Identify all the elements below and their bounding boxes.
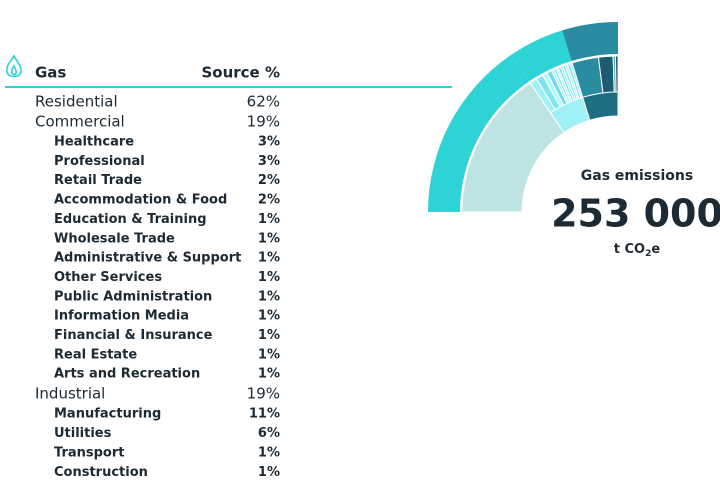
flame-icon	[6, 54, 22, 78]
subsector-value: 2%	[258, 193, 280, 208]
subsector-name: Wholesale Trade	[54, 231, 175, 246]
subsector-value: 1%	[258, 251, 280, 266]
summary-title: Gas emissions	[581, 168, 693, 184]
subsector-name: Financial & Insurance	[54, 328, 213, 343]
sector-name: Residential	[35, 93, 118, 111]
subsector-name: Real Estate	[54, 347, 137, 362]
subsector-value: 1%	[258, 270, 280, 285]
unit-tail: e	[651, 242, 660, 257]
subsector-value: 1%	[258, 465, 280, 480]
subsector-name: Other Services	[54, 270, 162, 285]
header-title: Gas	[35, 64, 66, 82]
summary-unit: t CO2e	[614, 242, 661, 259]
subsector-name: Utilities	[54, 426, 112, 441]
sector-value: 19%	[247, 385, 280, 403]
subsector-value: 1%	[258, 289, 280, 304]
sector-value: 19%	[247, 113, 280, 131]
subsector-value: 3%	[258, 154, 280, 169]
subsector-value: 11%	[249, 407, 280, 422]
subsector-name: Professional	[54, 154, 145, 169]
subsector-value: 1%	[258, 445, 280, 460]
subsector-value: 1%	[258, 212, 280, 227]
subsector-name: Administrative & Support	[54, 251, 241, 266]
subsector-value: 1%	[258, 347, 280, 362]
subsector-value: 1%	[258, 309, 280, 324]
subsector-name: Information Media	[54, 309, 189, 324]
sector-name: Industrial	[35, 385, 105, 403]
subsector-name: Accommodation & Food	[54, 193, 227, 208]
unit-sub: 2	[645, 249, 651, 259]
summary-value: 253 000	[551, 192, 720, 236]
unit: t CO	[614, 242, 645, 257]
subsector-value: 6%	[258, 426, 280, 441]
subsector-value: 1%	[258, 367, 280, 382]
subsector-name: Education & Training	[54, 212, 207, 227]
sector-outer-arc	[428, 54, 530, 212]
subsector-name: Transport	[54, 445, 124, 460]
sector-outer-arc	[562, 22, 618, 61]
subsector-value: 1%	[258, 231, 280, 246]
subsector-value: 1%	[258, 328, 280, 343]
subsector-name: Manufacturing	[54, 407, 161, 422]
subsector-value: 2%	[258, 173, 280, 188]
sector-name: Commercial	[35, 113, 125, 131]
subsector-name: Public Administration	[54, 289, 212, 304]
sector-value: 62%	[247, 93, 280, 111]
subsector-name: Retail Trade	[54, 173, 142, 188]
subsector-name: Arts and Recreation	[54, 367, 200, 382]
sector-outer-arc	[511, 30, 572, 82]
subsector-name: Construction	[54, 465, 148, 480]
subsector-name: Healthcare	[54, 135, 134, 150]
header-column: Source %	[201, 64, 280, 82]
subsector-value: 3%	[258, 135, 280, 150]
subsector-arc	[615, 55, 619, 93]
